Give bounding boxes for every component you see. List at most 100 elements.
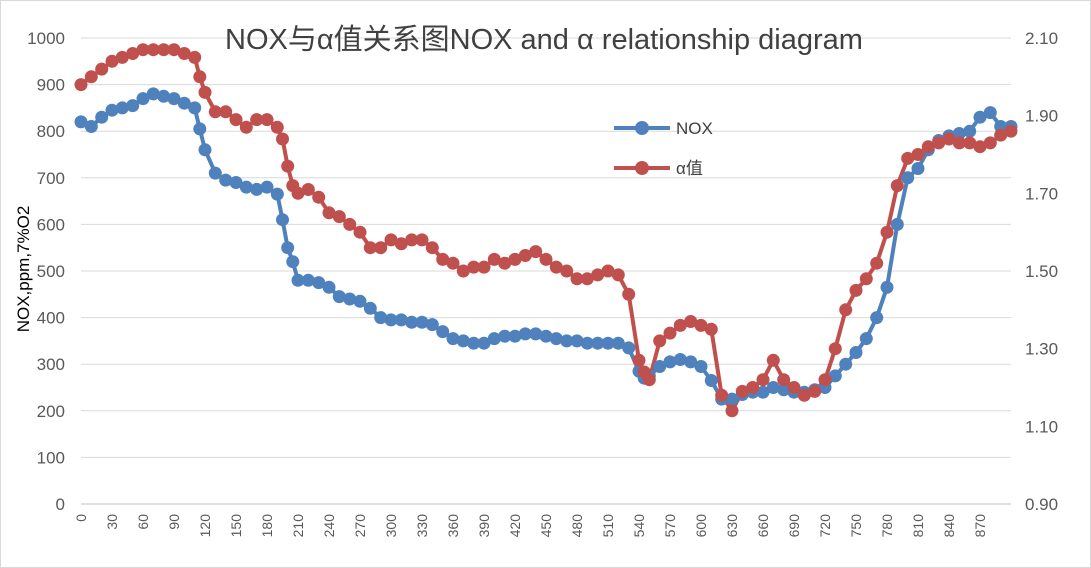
nox-data-point [539,329,553,343]
alpha-data-point [250,113,264,127]
nox-data-point [601,336,615,350]
nox-data-point [425,318,439,332]
alpha-data-point [983,136,997,150]
alpha-data-point [301,183,315,196]
x-tick-label: 210 [290,514,306,538]
nox-data-point [704,374,718,387]
alpha-data-point [601,264,615,278]
alpha-data-point [942,132,956,146]
chart-title: NOX与α值关系图NOX and α relationship diagram [225,23,863,56]
alpha-data-point [193,70,207,84]
nox-data-point [611,336,625,350]
nox-data-point [353,294,367,308]
nox-data-point [828,369,842,383]
alpha-data-point [229,113,243,127]
alpha-data-point [911,148,925,161]
alpha-data-point [477,260,491,274]
alpha-data-point [146,43,160,57]
alpha-data-point [880,225,894,239]
nox-data-point [653,360,667,373]
series-line-nox [80,91,1011,402]
nox-data-point [394,313,408,327]
alpha-data-point [415,233,429,247]
alpha-data-point [849,283,863,297]
nox-data-point [84,120,98,133]
alpha-data-point [994,128,1008,142]
alpha-data-point [611,268,625,282]
alpha-data-point [570,272,584,286]
alpha-data-point [394,237,408,251]
nox-data-point [286,255,300,269]
alpha-data-point [322,206,336,220]
nox-data-point [911,162,925,175]
alpha-data-point [312,190,326,204]
nox-data-point [973,110,987,124]
nox-data-point [276,213,289,227]
alpha-data-point [704,322,718,336]
nox-data-point [560,334,574,348]
series-points [74,43,1018,418]
nox-data-point [849,346,863,359]
nox-data-point [756,385,770,399]
nox-data-point [436,325,450,339]
x-tick-label: 780 [879,514,895,538]
nox-data-point [343,292,357,306]
alpha-data-point [276,132,289,146]
nox-data-point [322,280,336,294]
x-tick-label: 510 [600,514,616,538]
alpha-data-point [498,256,512,270]
alpha-data-point [518,249,532,262]
alpha-data-point [384,233,398,247]
alpha-data-point [105,54,119,68]
alpha-data-point [157,43,171,57]
nox-data-point [508,329,522,343]
nox-data-point [74,115,88,129]
alpha-data-point [405,233,419,247]
nox-data-point [115,101,129,115]
x-tick-label: 810 [910,514,926,538]
legend: NOX α值 [614,119,713,178]
nox-data-point [777,383,791,397]
alpha-data-point [260,113,274,127]
x-tick-label: 690 [786,514,802,538]
nox-data-point [518,327,532,341]
alpha-data-point [177,47,191,60]
nox-data-point [229,176,243,189]
y-tick-label: 500 [37,262,65,281]
alpha-data-point [74,78,88,92]
x-axis-ticks: 0 30 60 90 120 150 180 210 240 270 300 330 360 390 420… [73,503,1011,538]
nox-data-point [332,290,346,304]
nox-data-point [591,336,605,350]
alpha-data-point [539,252,553,266]
alpha-data-point [591,268,605,282]
series-line-alpha [79,47,1012,413]
nox-data-point [405,315,419,329]
nox-data-point [570,334,584,348]
x-tick-label: 720 [817,514,833,538]
alpha-data-point [932,136,946,150]
nox-data-point [477,336,491,350]
alpha-data-point [425,241,439,255]
y2-tick-label: 1.30 [1025,340,1058,359]
y2-tick-label: 1.70 [1025,184,1058,203]
alpha-data-point [859,272,873,286]
x-tick-label: 180 [259,514,275,538]
nox-data-point [136,92,150,106]
alpha-data-point [560,264,574,278]
alpha-data-point [973,140,987,154]
alpha-data-point [549,260,563,274]
y2-tick-label: 0.90 [1025,495,1058,514]
alpha-data-point [343,217,357,231]
left-axis-ticks: 0 100 200 300 400 500 600 700 800 900 1000 [27,29,65,514]
nox-data-point [374,311,388,325]
alpha-data-point [580,272,594,286]
x-tick-label: 90 [166,514,182,530]
nox-data-point [157,89,171,103]
y2-tick-label: 2.10 [1025,29,1058,48]
alpha-data-point [167,43,181,57]
alpha-data-point [529,245,543,259]
alpha-data-point [839,303,853,317]
x-tick-label: 300 [383,514,399,538]
nox-data-point [146,87,160,101]
nox-data-point [95,110,109,124]
